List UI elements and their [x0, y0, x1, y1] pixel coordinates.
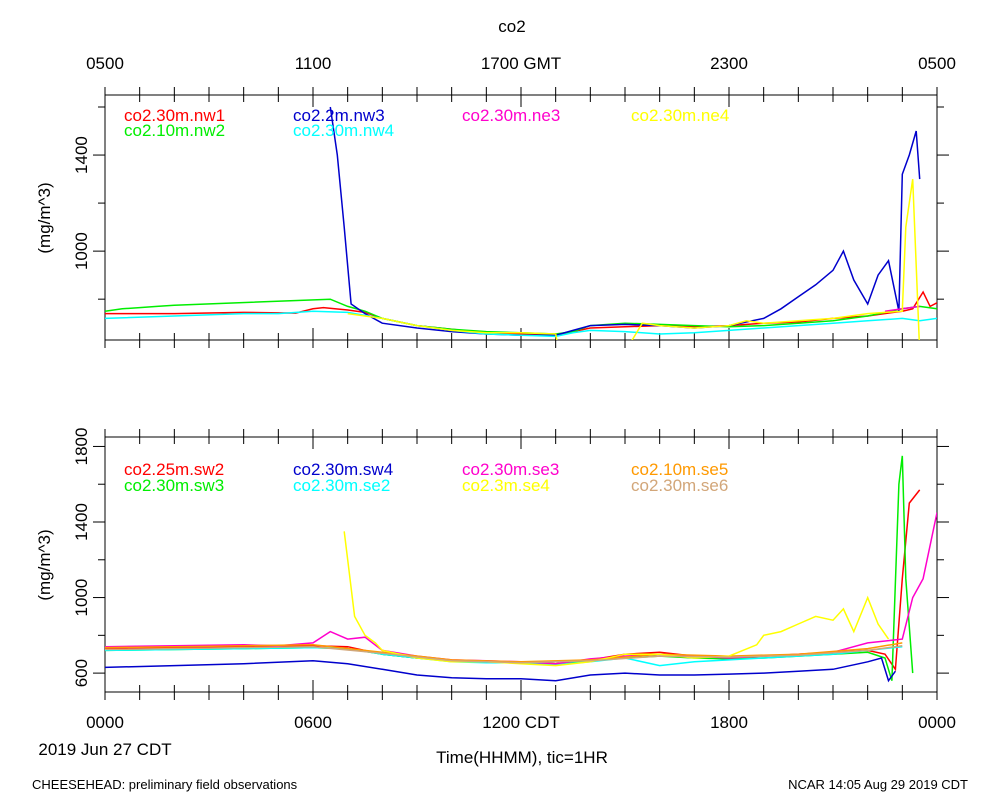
top-legend: co2.30m.nw1co2.10m.nw2co2.2m.nw3co2.30m.… — [124, 106, 729, 140]
legend-entry: co2.30m.ne3 — [462, 106, 560, 125]
series-line-co2-30m-nw4 — [105, 310, 937, 338]
legend-entry: co2.30m.ne4 — [631, 106, 729, 125]
bottom-legend: co2.25m.sw2co2.30m.sw3co2.30m.sw4co2.30m… — [124, 460, 728, 495]
legend-entry: co2.30m.nw1 — [124, 106, 225, 125]
bottom-x-tick-label: 1800 — [710, 713, 748, 732]
bottom-series — [105, 455, 937, 683]
top-panel: 1000 1400 0500 1100 1700 GMT 2300 0500 co2.30m… — [35, 54, 956, 348]
y-tick-label: 1400 — [72, 136, 91, 174]
footer-right: NCAR 14:05 Aug 29 2019 CDT — [788, 777, 968, 792]
bottom-x-tick-label: 1200 CDT — [482, 713, 559, 732]
legend-entry: co2.30m.sw4 — [293, 460, 393, 479]
y-tick-label: 1400 — [72, 503, 91, 541]
bottom-x-tick-label: 0600 — [294, 713, 332, 732]
legend-entry: co2.30m.se6 — [631, 476, 728, 495]
top-x-tick-label: 2300 — [710, 54, 748, 73]
x-axis-label: Time(HHMM), tic=1HR — [436, 748, 608, 767]
footer-left: CHEESEHEAD: preliminary field observatio… — [32, 777, 298, 792]
series-line-co2-10m-se5 — [105, 642, 903, 663]
legend-entry: co2.30m.se2 — [293, 476, 390, 495]
bottom-y-label: (mg/m^3) — [35, 529, 54, 600]
legend-entry: co2.3m.se4 — [462, 476, 550, 495]
top-x-tick-label: 1100 — [295, 54, 332, 73]
series-line-co2-30m-sw4 — [105, 657, 897, 683]
chart-title: co2 — [498, 17, 525, 36]
top-series — [105, 106, 937, 340]
legend-entry: co2.2m.nw3 — [293, 106, 385, 125]
legend-entry: co2.30m.se3 — [462, 460, 559, 479]
legend-entry: co2.25m.sw2 — [124, 460, 224, 479]
series-line-co2-30m-se6 — [105, 644, 903, 664]
bottom-x-tick-label: 0000 — [918, 713, 956, 732]
series-line-co2-30m-ne4 — [347, 178, 920, 340]
legend-entry: co2.30m.sw3 — [124, 476, 224, 495]
date-label: 2019 Jun 27 CDT — [38, 740, 171, 759]
y-tick-label: 1000 — [72, 232, 91, 270]
series-line-co2-2m-nw3 — [329, 106, 921, 336]
y-tick-label: 600 — [72, 659, 91, 687]
top-y-label: (mg/m^3) — [35, 182, 54, 253]
legend-entry: co2.10m.nw2 — [124, 121, 225, 140]
legend-entry: co2.10m.se5 — [631, 460, 728, 479]
top-x-tick-label: 1700 GMT — [481, 54, 561, 73]
top-ticks: 1000 1400 0500 1100 1700 GMT 2300 0500 — [72, 54, 956, 348]
series-line-co2-3m-se4 — [343, 531, 890, 667]
bottom-ticks: 600 1000 1400 1800 0000 0600 1200 CDT 1800 0000 — [72, 428, 956, 732]
series-line-co2-30m-se3 — [105, 512, 937, 665]
top-x-tick-label: 0500 — [86, 54, 124, 73]
series-line-co2-25m-sw2 — [105, 489, 921, 672]
top-x-tick-label: 0500 — [918, 54, 956, 73]
y-tick-label: 1800 — [72, 428, 91, 466]
y-tick-label: 1000 — [72, 579, 91, 617]
bottom-x-tick-label: 0000 — [86, 713, 124, 732]
legend-entry: co2.30m.nw4 — [293, 121, 394, 140]
